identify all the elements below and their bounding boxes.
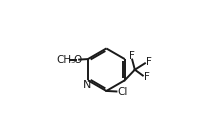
Text: F: F [146,57,152,67]
Text: F: F [144,72,150,82]
Text: O: O [74,55,82,65]
Text: Cl: Cl [117,87,127,97]
Text: N: N [83,80,92,90]
Text: CH₃: CH₃ [57,55,76,65]
Text: F: F [129,51,135,61]
